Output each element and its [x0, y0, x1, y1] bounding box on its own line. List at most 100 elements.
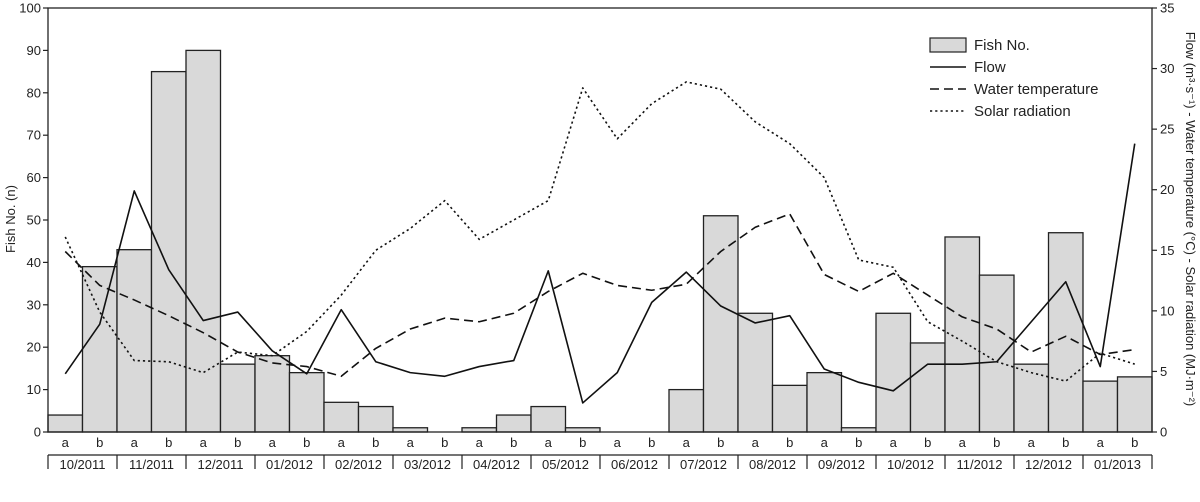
fish-bar [323, 401, 360, 433]
month-label: 08/2012 [749, 457, 796, 472]
month-label: 02/2012 [335, 457, 382, 472]
half-label: a [752, 435, 760, 450]
left-tick-label: 70 [27, 128, 41, 143]
legend-swatch-fish [929, 37, 967, 53]
right-tick-label: 35 [1160, 1, 1174, 16]
right-axis: 0 5 10 15 20 25 30 35 [1152, 1, 1174, 440]
month-label: 09/2012 [818, 457, 865, 472]
fish-bar [771, 384, 808, 433]
series-line-solar-radiation [64, 81, 1135, 382]
fish-bar [875, 312, 912, 433]
fish-bar [1047, 232, 1084, 433]
half-label: a [131, 435, 139, 450]
right-axis-title: Flow (m³·s⁻¹) - Water temperature (°C) -… [1183, 32, 1198, 407]
fish-bar [668, 388, 705, 433]
half-label: b [993, 435, 1000, 450]
legend-label: Water temperature [974, 81, 1099, 98]
half-label: b [510, 435, 517, 450]
half-label: b [855, 435, 862, 450]
month-label: 01/2013 [1094, 457, 1141, 472]
month-label: 11/2012 [956, 457, 1002, 472]
fish-bar [81, 265, 118, 433]
half-label: a [890, 435, 898, 450]
half-label: a [821, 435, 829, 450]
legend: Fish No. Flow Water temperature Solar radia… [929, 37, 1099, 120]
half-label: b [1131, 435, 1138, 450]
month-label: 12/2012 [1025, 457, 1072, 472]
fish-bar [47, 414, 84, 433]
fish-bar [702, 215, 739, 433]
fish-bar [530, 405, 567, 433]
fish-bar [254, 355, 291, 433]
left-axis: 0 10 20 30 40 50 60 70 80 90 100 [19, 1, 48, 440]
half-label: b [234, 435, 241, 450]
right-tick-label: 20 [1160, 182, 1174, 197]
month-label: 10/2011 [59, 457, 105, 472]
fish-bar [185, 49, 222, 433]
month-label: 11/2011 [129, 457, 174, 472]
month-label: 01/2012 [266, 457, 313, 472]
month-label: 07/2012 [680, 457, 727, 472]
left-tick-label: 90 [27, 43, 41, 58]
fish-bar [150, 70, 187, 433]
half-label: a [407, 435, 415, 450]
half-label: a [959, 435, 967, 450]
series-line-water-temperature [64, 213, 1135, 378]
right-tick-label: 0 [1160, 425, 1167, 440]
half-label: a [269, 435, 277, 450]
left-tick-label: 40 [27, 255, 41, 270]
x-axis: a b a b a b a b a b a b a b a b a b a b a b a b a b a b a b a b 10/2011 1… [47, 435, 1153, 472]
half-label: b [372, 435, 379, 450]
fish-bars [47, 49, 1153, 433]
half-label: b [1062, 435, 1069, 450]
half-label: b [786, 435, 793, 450]
left-tick-label: 80 [27, 85, 41, 100]
series-lines [64, 81, 1136, 404]
left-tick-label: 100 [19, 1, 41, 16]
legend-label: Flow [974, 59, 1006, 76]
half-label: b [648, 435, 655, 450]
fish-bar [978, 274, 1015, 433]
right-tick-label: 30 [1160, 61, 1174, 76]
half-label: a [1097, 435, 1105, 450]
month-label: 12/2011 [197, 457, 243, 472]
fish-bar [1116, 376, 1153, 433]
half-label: a [683, 435, 691, 450]
half-label: b [717, 435, 724, 450]
fish-bar [806, 371, 843, 433]
half-label: a [1028, 435, 1036, 450]
legend-label: Solar radiation [974, 103, 1071, 120]
half-label: a [476, 435, 484, 450]
fish-bar [944, 236, 981, 433]
right-tick-label: 25 [1160, 122, 1174, 137]
left-tick-label: 50 [27, 213, 41, 228]
half-label: b [924, 435, 931, 450]
fish-bar [737, 312, 774, 433]
left-tick-label: 20 [27, 340, 41, 355]
month-label: 05/2012 [542, 457, 589, 472]
series-line-flow [64, 143, 1136, 404]
fish-bar [288, 371, 325, 433]
half-label: a [545, 435, 553, 450]
month-label: 10/2012 [887, 457, 934, 472]
right-tick-label: 10 [1160, 303, 1174, 318]
right-tick-label: 5 [1160, 364, 1167, 379]
left-tick-label: 30 [27, 297, 41, 312]
half-label: b [165, 435, 172, 450]
month-label: 04/2012 [473, 457, 520, 472]
left-tick-label: 10 [27, 382, 41, 397]
half-label: b [579, 435, 586, 450]
fish-bar [909, 342, 946, 433]
left-axis-title: Fish No. (n) [3, 185, 18, 253]
left-tick-label: 60 [27, 170, 41, 185]
right-tick-label: 15 [1160, 243, 1174, 258]
month-label: 03/2012 [404, 457, 451, 472]
half-label: b [96, 435, 103, 450]
half-label: a [338, 435, 346, 450]
fish-bar [495, 414, 532, 433]
half-label: b [441, 435, 448, 450]
left-tick-label: 0 [34, 425, 41, 440]
fish-bar [116, 249, 153, 433]
half-label: a [62, 435, 70, 450]
